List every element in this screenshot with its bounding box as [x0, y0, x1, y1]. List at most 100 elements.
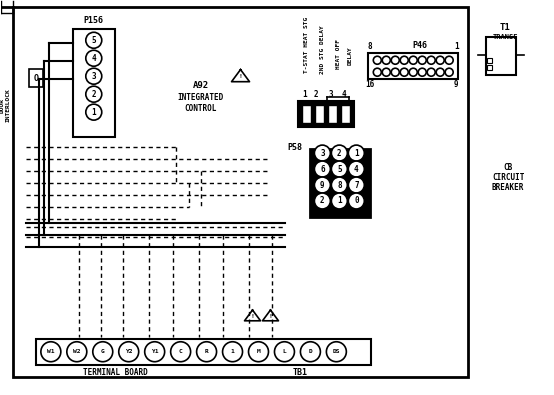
Bar [487, 65, 492, 70]
Text: G: G [101, 349, 105, 354]
Bar [368, 53, 458, 79]
Text: 3: 3 [91, 72, 96, 81]
Circle shape [427, 68, 435, 76]
Text: 7: 7 [354, 181, 358, 190]
Text: 4: 4 [354, 165, 358, 173]
Circle shape [400, 68, 408, 76]
Text: P58: P58 [288, 143, 302, 152]
Bar [36, 339, 371, 365]
Text: 2: 2 [337, 149, 342, 158]
Bar [341, 105, 350, 123]
Text: 3: 3 [328, 90, 333, 99]
Circle shape [391, 56, 399, 64]
Circle shape [119, 342, 138, 362]
Circle shape [145, 342, 165, 362]
Text: !: ! [269, 314, 273, 319]
Circle shape [331, 177, 347, 193]
Circle shape [382, 56, 390, 64]
Circle shape [197, 342, 217, 362]
Text: 4: 4 [342, 90, 347, 99]
Text: M: M [257, 349, 260, 354]
Circle shape [373, 56, 381, 64]
Circle shape [315, 177, 330, 193]
Circle shape [86, 50, 102, 66]
Text: 5: 5 [337, 165, 342, 173]
Text: 9: 9 [454, 80, 459, 89]
Text: TB1: TB1 [293, 368, 308, 377]
Text: 1: 1 [302, 90, 307, 99]
Text: 2: 2 [314, 90, 319, 99]
Bar [73, 29, 115, 137]
Bar [487, 58, 492, 63]
Circle shape [331, 161, 347, 177]
Circle shape [86, 104, 102, 120]
Text: 9: 9 [320, 181, 325, 190]
Text: 8: 8 [337, 181, 342, 190]
Circle shape [315, 145, 330, 161]
Text: CB: CB [504, 163, 512, 171]
Circle shape [409, 68, 417, 76]
Bar [29, 69, 43, 87]
Text: 5: 5 [91, 36, 96, 45]
Text: DELAY: DELAY [348, 46, 353, 65]
Bar [486, 37, 516, 75]
Text: P156: P156 [84, 16, 104, 25]
Circle shape [436, 56, 444, 64]
Circle shape [382, 68, 390, 76]
Circle shape [315, 161, 330, 177]
Text: HEAT OFF: HEAT OFF [336, 39, 341, 69]
Text: A92: A92 [193, 81, 209, 90]
Circle shape [331, 193, 347, 209]
Text: TRANSF: TRANSF [493, 34, 518, 40]
Circle shape [391, 68, 399, 76]
Circle shape [331, 145, 347, 161]
Circle shape [348, 161, 365, 177]
Text: T1: T1 [500, 23, 510, 32]
Bar [13, 8, 468, 377]
Circle shape [418, 56, 426, 64]
Text: L: L [283, 349, 286, 354]
Circle shape [223, 342, 243, 362]
Bar [310, 149, 370, 217]
Text: 1: 1 [91, 108, 96, 117]
Text: Y1: Y1 [151, 349, 158, 354]
Text: 2: 2 [320, 196, 325, 205]
Text: BREAKER: BREAKER [492, 182, 524, 192]
Circle shape [427, 56, 435, 64]
Circle shape [86, 68, 102, 84]
Text: W1: W1 [47, 349, 55, 354]
Circle shape [67, 342, 87, 362]
Text: Y2: Y2 [125, 349, 132, 354]
Text: INTEGRATED: INTEGRATED [177, 93, 224, 102]
Text: 1: 1 [337, 196, 342, 205]
Circle shape [86, 86, 102, 102]
Text: W2: W2 [73, 349, 80, 354]
Text: 6: 6 [320, 165, 325, 173]
Circle shape [171, 342, 191, 362]
Text: 1: 1 [454, 42, 459, 51]
Text: 0: 0 [354, 196, 358, 205]
Text: 1: 1 [354, 149, 358, 158]
Text: R: R [205, 349, 208, 354]
Bar [302, 105, 311, 123]
Circle shape [445, 56, 453, 64]
Text: DOOR
INTERLOCK: DOOR INTERLOCK [0, 88, 11, 122]
Circle shape [373, 68, 381, 76]
Text: 4: 4 [91, 54, 96, 63]
Text: CIRCUIT: CIRCUIT [492, 173, 524, 182]
Text: 8: 8 [368, 42, 373, 51]
Text: CONTROL: CONTROL [184, 103, 217, 113]
Text: !: ! [250, 314, 254, 319]
Circle shape [436, 68, 444, 76]
Bar [329, 105, 337, 123]
Bar [299, 101, 355, 127]
Text: 1: 1 [230, 349, 234, 354]
Text: P46: P46 [413, 41, 428, 50]
Text: 2ND STG DELAY: 2ND STG DELAY [320, 25, 325, 73]
Circle shape [400, 56, 408, 64]
Circle shape [326, 342, 346, 362]
Circle shape [315, 193, 330, 209]
Text: D: D [309, 349, 312, 354]
Circle shape [41, 342, 61, 362]
Text: !: ! [239, 74, 243, 79]
